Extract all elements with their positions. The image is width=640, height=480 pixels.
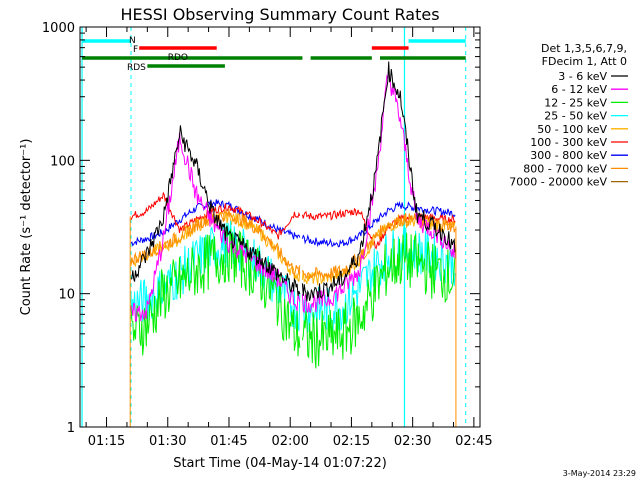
legend-entry-label: 3 - 6 keV [558,70,607,83]
flag-label: RDO [168,53,188,63]
date-stamp: 3-May-2014 23:29 [563,469,636,478]
y-tick-label: 10 [58,288,75,303]
series-line [301,232,456,369]
series-line [130,225,301,357]
x-tick-label: 01:15 [88,434,125,449]
flag-label: N [129,36,136,46]
series-line [301,207,456,250]
legend-header: FDecim 1, Att 0 [542,55,627,68]
flag-label: F [133,45,138,55]
x-axis-label: Start Time (04-May-14 01:07:22) [173,456,387,471]
x-tick-label: 02:15 [333,434,370,449]
x-tick-label: 02:30 [394,434,431,449]
x-tick-label: 01:30 [149,434,186,449]
legend: Det 1,3,5,6,7,9,FDecim 1, Att 0 3 - 6 keV… [509,42,628,189]
chart-title: HESSI Observing Summary Count Rates [120,5,439,24]
series-line [130,125,301,296]
legend-entry-label: 12 - 25 keV [544,96,607,109]
x-tick-label: 02:45 [455,434,492,449]
flag-label: RDS [127,63,146,73]
series-line [301,61,456,302]
y-tick-label: 100 [50,154,75,169]
y-tick-label: 1000 [42,21,75,36]
x-tick-label: 02:00 [271,434,308,449]
legend-entry-label: 6 - 12 keV [551,83,607,96]
series-line [301,200,456,248]
legend-entry-label: 7000 - 20000 keV [509,176,607,189]
legend-entry-label: 25 - 50 keV [544,110,607,123]
y-tick-label: 1 [67,421,75,436]
legend-header: Det 1,3,5,6,7,9, [541,42,627,55]
legend-entry-label: 50 - 100 keV [537,123,607,136]
legend-entry-label: 300 - 800 keV [530,149,607,162]
series-line [301,68,456,314]
x-tick-label: 01:45 [210,434,247,449]
series-line [130,199,301,247]
legend-entry-label: 100 - 300 keV [530,136,607,149]
plot-frame [79,26,481,428]
y-axis-label: Count Rate (s⁻¹ detector⁻¹) [19,139,34,316]
legend-entry-label: 800 - 7000 keV [523,162,607,175]
series-line [130,191,301,240]
